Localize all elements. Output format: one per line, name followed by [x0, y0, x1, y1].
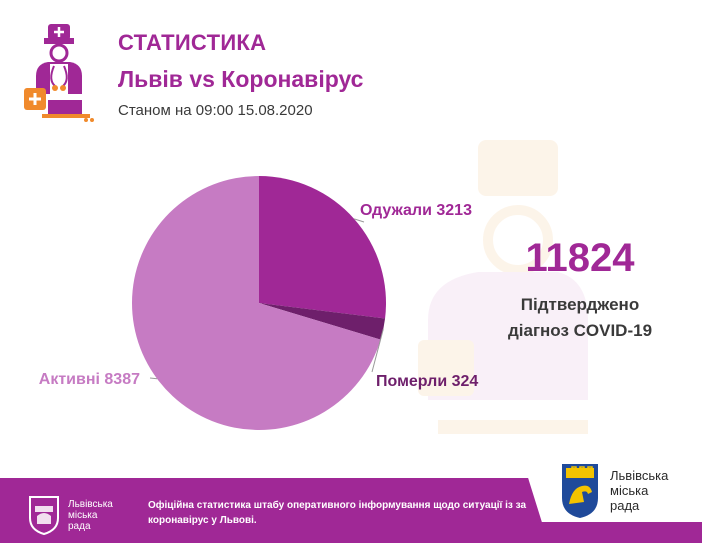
council-line-3: рада [610, 498, 640, 513]
pie-leader-line-1 [353, 218, 365, 223]
footer-note-line-1: Офіційна статистика штабу оперативного і… [148, 500, 527, 511]
footer-note: Офіційна статистика штабу оперативного і… [148, 498, 528, 528]
as-of-timestamp: Станом на 09:00 15.08.2020 [118, 102, 313, 119]
footer-small-logo: Львівська міська рада [26, 494, 128, 536]
small-logo-line-3: рада [68, 520, 91, 532]
small-logo-line-2: міська [68, 509, 98, 521]
pie-slice-3 [132, 176, 381, 430]
pie-label-3: Активні 8387 [39, 371, 140, 388]
small-coat-of-arms-icon [29, 496, 59, 536]
total-caption-line-2: діагноз COVID-19 [507, 321, 653, 340]
page-subtitle: Львів vs Коронавірус [118, 66, 364, 92]
pie-label-1: Одужали 3213 [360, 202, 472, 219]
coat-of-arms-icon [562, 464, 598, 518]
pie-slice-2 [259, 303, 386, 340]
footer-council-panel [520, 452, 702, 522]
pie-label-2: Померли 324 [376, 373, 478, 390]
page-title: СТАТИСТИКА [118, 30, 267, 55]
council-line-2: міська [610, 483, 649, 498]
total-caption-line-1: Підтверджено [520, 295, 640, 314]
city-council-name: Львівська міська рада [610, 468, 668, 513]
doctor-watermark-icon [418, 140, 588, 434]
footer-note-line-2: коронавірус у Львові. [148, 515, 257, 526]
total-confirmed-caption: Підтверджено діагноз COVID-19 [490, 292, 670, 344]
pie-slice-1 [259, 176, 386, 319]
small-logo-line-1: Львівська [68, 498, 113, 510]
pie-leader-line-2 [371, 329, 384, 373]
doctor-icon [24, 24, 94, 122]
council-line-1: Львівська [610, 468, 669, 483]
total-confirmed-value: 11824 [525, 236, 635, 280]
pie-leader-line-3 [149, 377, 158, 380]
